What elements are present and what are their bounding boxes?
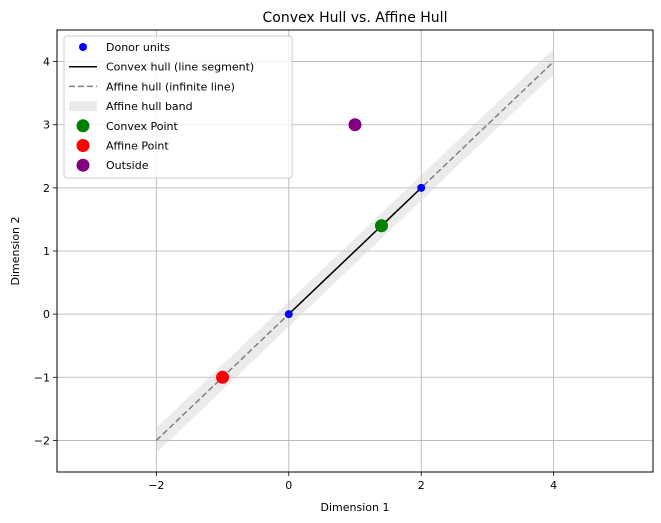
y-tick-label: 2 xyxy=(43,182,50,195)
legend: Donor units Convex hull (line segment) Aff… xyxy=(63,35,293,179)
y-tick-label: 3 xyxy=(43,119,50,132)
series-layer xyxy=(155,48,555,454)
legend-marker xyxy=(76,158,90,172)
legend-label: Affine Point xyxy=(106,140,169,153)
y-tick-label: 0 xyxy=(43,308,50,321)
legend-marker xyxy=(76,139,90,152)
outside-point xyxy=(348,118,362,132)
donor-units-point xyxy=(284,310,293,319)
legend-label: Outside xyxy=(106,159,149,172)
legend-label: Convex Point xyxy=(106,120,178,133)
axis-ticks: −2 0 2 4 −2 −1 0 1 2 3 4 xyxy=(34,56,557,492)
y-tick-label: 4 xyxy=(43,56,50,69)
legend-box xyxy=(63,35,293,179)
donor-units-point xyxy=(417,183,426,192)
legend-label: Donor units xyxy=(106,41,170,54)
legend-label: Affine hull band xyxy=(106,100,193,113)
y-tick-label: −2 xyxy=(34,434,50,447)
legend-marker xyxy=(69,101,97,112)
legend-label: Affine hull (infinite line) xyxy=(106,80,235,93)
chart-title: Convex Hull vs. Affine Hull xyxy=(263,10,448,26)
x-tick-label: 0 xyxy=(285,479,292,492)
x-tick-label: −2 xyxy=(148,479,164,492)
x-tick-label: 2 xyxy=(418,479,425,492)
affine-point-point xyxy=(216,370,230,384)
legend-label: Convex hull (line segment) xyxy=(106,61,254,74)
y-axis-label: Dimension 2 xyxy=(9,217,22,286)
legend-marker xyxy=(76,119,90,133)
x-axis-label: Dimension 1 xyxy=(321,501,390,514)
convex-point-point xyxy=(374,219,388,233)
convex-hull-segment xyxy=(288,187,422,315)
x-tick-label: 4 xyxy=(550,479,557,492)
y-tick-label: −1 xyxy=(34,371,50,384)
legend-marker xyxy=(79,43,87,51)
y-tick-label: 1 xyxy=(43,245,50,258)
